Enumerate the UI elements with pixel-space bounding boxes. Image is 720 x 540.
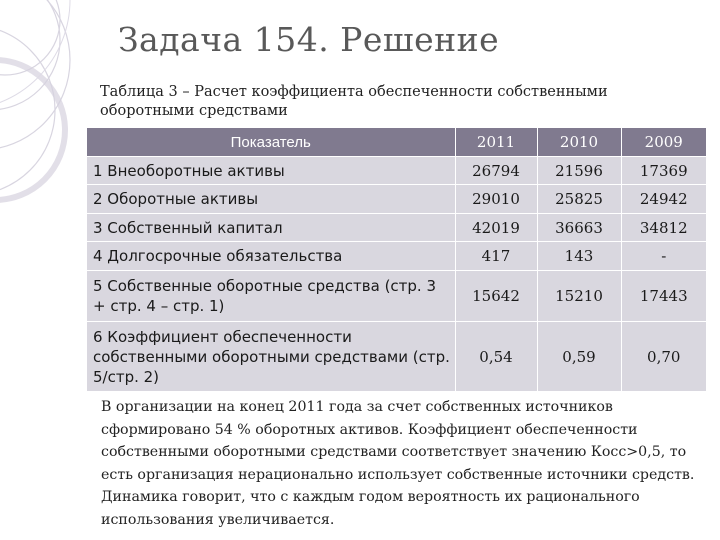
row-label: 1 Внеоборотные активы [87, 156, 455, 185]
cell-2011: 29010 [454, 184, 537, 214]
decorative-circles [0, 0, 71, 203]
table-row: 3 Собственный капитал 42019 36663 34812 [87, 213, 706, 242]
cell-2009: 24942 [620, 184, 706, 214]
column-header-2011: 2011 [454, 128, 537, 157]
table-row: 4 Долгосрочные обязательства 417 143 - [87, 241, 706, 271]
cell-2011: 417 [454, 241, 537, 271]
data-table: Показатель 2011 2010 2009 1 Внеоборотные… [87, 128, 706, 392]
cell-2011: 0,54 [454, 321, 537, 392]
cell-2010: 36663 [536, 213, 621, 242]
cell-2009: 17369 [620, 156, 706, 185]
cell-2011: 26794 [454, 156, 537, 185]
cell-2011: 42019 [454, 213, 537, 242]
cell-2009: 34812 [620, 213, 706, 242]
column-header-indicator: Показатель [87, 128, 455, 157]
cell-2010: 21596 [536, 156, 621, 185]
table-row: 5 Собственные оборотные средства (стр. 3… [87, 270, 706, 322]
cell-2010: 143 [536, 241, 621, 271]
row-label: 3 Собственный капитал [87, 213, 455, 242]
page-title: Задача 154. Решение [118, 20, 500, 59]
row-label: 2 Оборотные активы [87, 184, 455, 214]
table-row: 1 Внеоборотные активы 26794 21596 17369 [87, 156, 706, 185]
cell-2010: 0,59 [536, 321, 621, 392]
table-row: 6 Коэффициент обеспеченности собственным… [87, 321, 706, 392]
cell-2011: 15642 [454, 270, 537, 322]
cell-2009: 0,70 [620, 321, 706, 392]
cell-2009: 17443 [620, 270, 706, 322]
conclusion-text: В организации на конец 2011 года за счет… [101, 399, 695, 528]
row-label: 5 Собственные оборотные средства (стр. 3… [87, 270, 455, 322]
table-row: 2 Оборотные активы 29010 25825 24942 [87, 184, 706, 214]
cell-2010: 25825 [536, 184, 621, 214]
column-header-2010: 2010 [536, 128, 621, 157]
cell-2010: 15210 [536, 270, 621, 322]
cell-2009: - [620, 241, 706, 271]
table-caption: Таблица 3 – Расчет коэффициента обеспече… [100, 84, 608, 119]
column-header-2009: 2009 [620, 128, 706, 157]
table-header-row: Показатель 2011 2010 2009 [87, 128, 706, 157]
row-label: 4 Долгосрочные обязательства [87, 241, 455, 271]
row-label: 6 Коэффициент обеспеченности собственным… [87, 321, 455, 392]
